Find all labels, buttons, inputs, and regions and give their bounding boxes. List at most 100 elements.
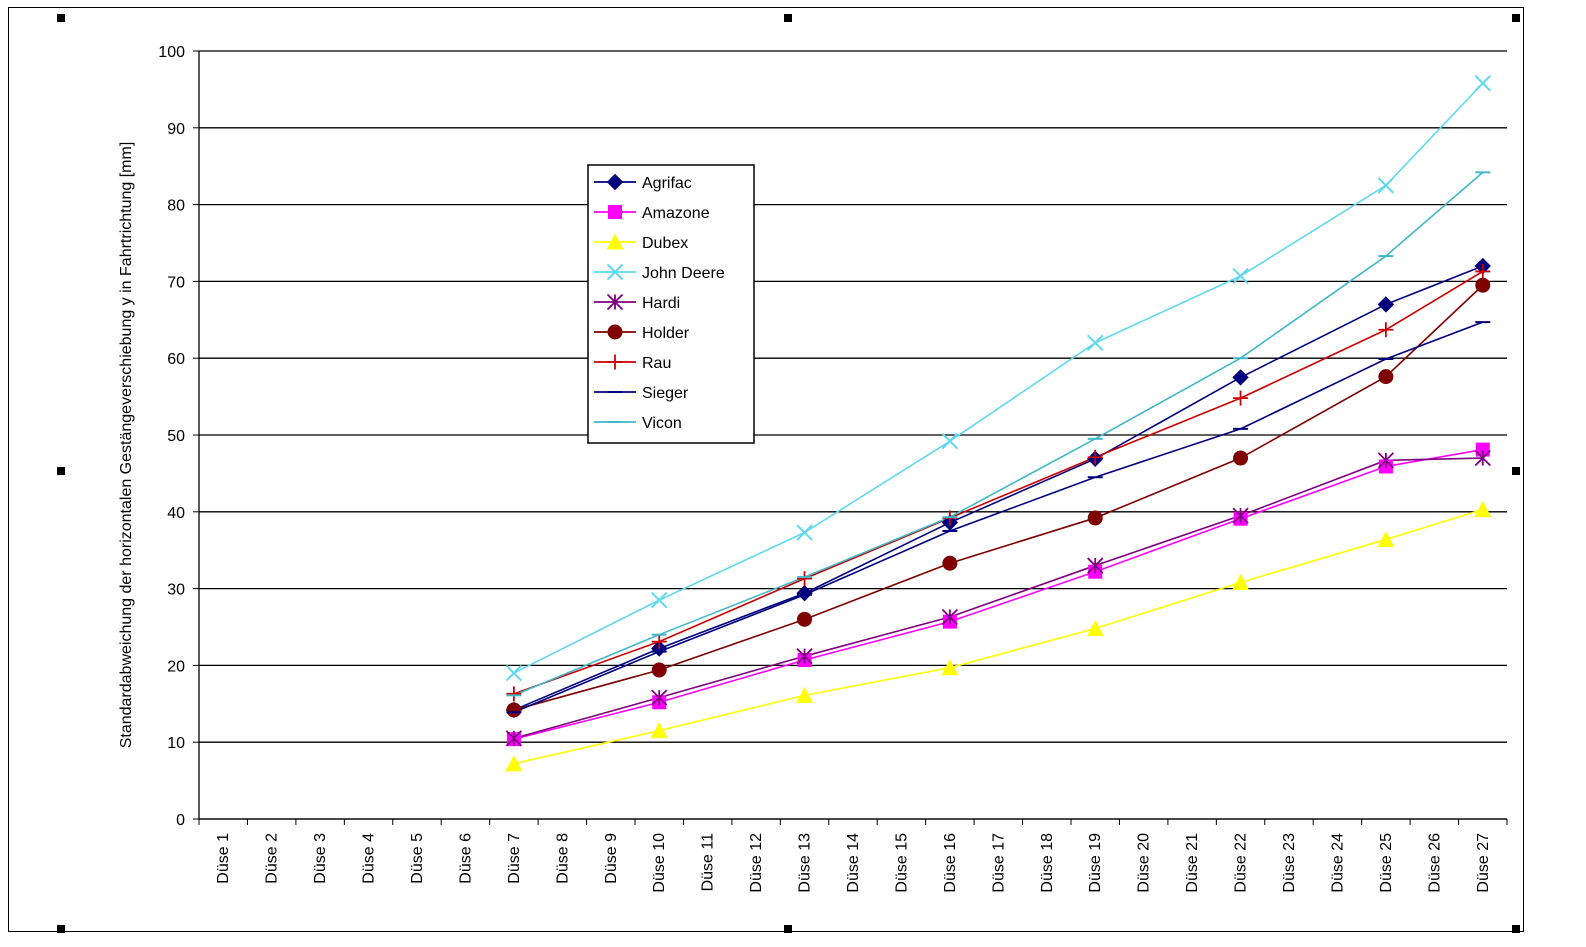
marker-asterisk — [796, 648, 813, 665]
x-tick-label: Düse 12 — [748, 833, 765, 893]
legend-label: Rau — [642, 355, 671, 372]
marker-square — [608, 205, 622, 219]
x-tick-label: Düse 10 — [651, 833, 668, 893]
selection-handle[interactable] — [784, 925, 792, 933]
selection-handle[interactable] — [1512, 925, 1520, 933]
x-tick-label: Düse 22 — [1233, 833, 1250, 893]
marker-asterisk — [505, 730, 523, 747]
legend: Agrifac Amazone Dubex John Deere Hardi Holder… — [587, 164, 755, 444]
legend-label: Hardi — [642, 295, 680, 312]
marker-circle — [1378, 369, 1394, 385]
axes: 0 10 20 30 40 50 60 70 80 90 100 Düse 1 Düse 2 Düse 3… — [158, 44, 1508, 893]
series-line-john-deere — [513, 82, 1484, 674]
marker-diamond — [1232, 369, 1249, 386]
series-markers — [505, 75, 1492, 772]
marker-x — [941, 432, 959, 450]
marker-plus — [1087, 449, 1103, 465]
x-tick-label: Düse 3 — [312, 833, 329, 884]
marker-asterisk — [1377, 452, 1395, 469]
x-tick-label: Düse 8 — [554, 833, 571, 884]
selection-handle[interactable] — [57, 925, 65, 933]
marker-plus — [1378, 322, 1394, 338]
legend-label: John Deere — [642, 265, 725, 282]
x-tick-label: Düse 14 — [845, 833, 862, 893]
legend-label: Holder — [642, 325, 690, 342]
x-tick-label: Düse 9 — [603, 833, 620, 884]
marker-plus — [506, 686, 522, 702]
x-tick-label: Düse 4 — [361, 833, 378, 884]
marker-triangle — [505, 755, 523, 772]
x-tick-label: Düse 26 — [1426, 833, 1443, 893]
y-tick-label: 90 — [167, 121, 185, 138]
marker-triangle — [796, 686, 814, 703]
selection-handle[interactable] — [784, 14, 792, 22]
marker-diamond — [1377, 296, 1395, 313]
series-line-vicon — [513, 171, 1484, 697]
y-tick-label: 0 — [176, 812, 185, 829]
marker-square — [1475, 442, 1490, 457]
marker-asterisk — [1232, 507, 1249, 524]
marker-circle — [797, 611, 813, 627]
y-tick-label: 30 — [167, 582, 185, 599]
y-tick-label: 50 — [167, 428, 185, 445]
marker-circle — [1233, 450, 1249, 466]
marker-x — [1232, 267, 1249, 285]
legend-label: Vicon — [642, 415, 682, 432]
marker-x — [1377, 177, 1395, 194]
legend-label: Agrifac — [642, 175, 692, 192]
x-tick-label: Düse 17 — [990, 833, 1007, 893]
series-line-rau — [513, 270, 1484, 695]
y-tick-label: 70 — [167, 274, 185, 291]
x-tick-label: Düse 13 — [797, 833, 814, 893]
y-tick-label: 100 — [158, 44, 185, 61]
selection-handle[interactable] — [1512, 14, 1520, 22]
marker-triangle — [1232, 573, 1250, 590]
y-tick-label: 80 — [167, 198, 185, 215]
marker-x — [1474, 75, 1491, 92]
marker-plus — [797, 571, 813, 587]
marker-asterisk — [1087, 557, 1104, 574]
legend-label: Sieger — [642, 385, 689, 402]
series-line-amazone — [513, 448, 1483, 740]
series-line-agrifac — [513, 265, 1484, 711]
marker-x — [651, 591, 668, 609]
legend-label: Amazone — [642, 205, 710, 222]
gridlines — [199, 50, 1507, 820]
series-line-dubex — [513, 508, 1484, 765]
x-tick-label: Düse 27 — [1475, 833, 1492, 893]
x-tick-label: Düse 20 — [1136, 833, 1153, 893]
y-axis-label: Standardabweichung der horizontalen Gest… — [118, 142, 135, 749]
x-tick-label: Düse 11 — [700, 833, 717, 892]
marker-triangle — [1377, 530, 1395, 547]
x-tick-label: Düse 21 — [1184, 833, 1201, 893]
marker-circle — [651, 662, 667, 678]
y-tick-label: 60 — [167, 351, 185, 368]
selection-handle[interactable] — [57, 467, 65, 475]
marker-x — [505, 664, 523, 682]
x-tick-label: Düse 7 — [506, 833, 523, 884]
marker-triangle — [606, 233, 624, 250]
marker-circle — [942, 555, 958, 571]
x-tick-label: Düse 24 — [1329, 833, 1346, 893]
x-tick-label: Düse 16 — [942, 833, 959, 893]
marker-asterisk — [651, 689, 668, 706]
marker-plus — [1475, 263, 1491, 279]
x-tick-label: Düse 18 — [1039, 833, 1056, 893]
x-tick-label: Düse 2 — [264, 833, 281, 884]
marker-diamond — [606, 173, 624, 191]
marker-asterisk — [1474, 449, 1491, 467]
marker-circle — [607, 324, 623, 340]
series-line-hardi — [513, 457, 1483, 740]
marker-plus — [607, 354, 623, 370]
selection-handle[interactable] — [57, 14, 65, 22]
marker-diamond — [796, 585, 813, 602]
x-tick-label: Düse 19 — [1087, 833, 1104, 893]
series-line-holder — [513, 284, 1484, 711]
x-tick-label: Düse 25 — [1378, 833, 1395, 893]
marker-triangle — [1086, 620, 1104, 637]
marker-triangle — [941, 659, 959, 676]
selection-handle[interactable] — [1512, 467, 1520, 475]
marker-plus — [1233, 390, 1249, 406]
x-tick-label: Düse 6 — [457, 833, 474, 884]
